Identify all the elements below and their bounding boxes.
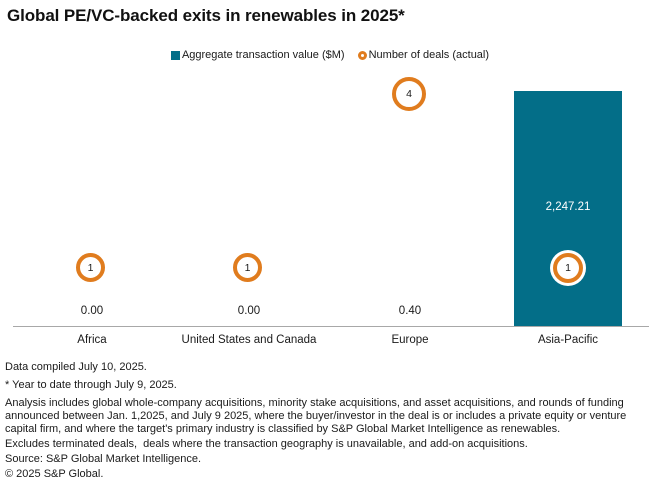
bar-value-label-asia-pacific: 2,247.21 (545, 201, 591, 213)
teal-square-icon (170, 50, 180, 60)
deals-count-africa: 1 (87, 261, 94, 274)
bar-asia-pacific (514, 91, 622, 326)
deals-bubble-asia-pacific: 1 (553, 253, 583, 283)
deals-bubble-us-canada: 1 (233, 253, 262, 282)
category-label-asia-pacific: Asia-Pacific (537, 334, 599, 346)
legend-item-number-of-deals: Number of deals (actual) (357, 49, 490, 61)
footnote-data-compiled: Data compiled July 10, 2025. (5, 361, 147, 373)
chart-title: Global PE/VC-backed exits in renewables … (7, 6, 405, 25)
footnote-excludes: Excludes terminated deals, deals where t… (5, 438, 528, 450)
legend-item-aggregate-value: Aggregate transaction value ($M) (170, 49, 345, 61)
orange-ring-icon (357, 50, 367, 60)
legend: Aggregate transaction value ($M) Number … (0, 49, 660, 61)
deals-bubble-europe: 4 (392, 77, 426, 111)
bar-value-label-us-canada: 0.00 (237, 305, 261, 317)
deals-count-us-canada: 1 (244, 261, 251, 274)
bar-value-label-africa: 0.00 (80, 305, 104, 317)
deals-count-asia-pacific: 1 (565, 262, 571, 274)
category-label-us-canada: United States and Canada (181, 334, 317, 346)
deals-bubble-africa: 1 (76, 253, 105, 282)
deals-count-europe: 4 (406, 88, 412, 100)
footnote-analysis: Analysis includes global whole-company a… (5, 397, 630, 435)
footnote-year-to-date: * Year to date through July 9, 2025. (5, 379, 177, 391)
bar-value-label-europe: 0.40 (398, 305, 422, 317)
footnote-source: Source: S&P Global Market Intelligence. (5, 453, 202, 465)
legend-label-aggregate-value: Aggregate transaction value ($M) (181, 49, 345, 61)
footnote-copyright: © 2025 S&P Global. (5, 468, 104, 480)
x-axis-line (13, 326, 649, 327)
footnotes: Data compiled July 10, 2025. * Year to d… (5, 361, 660, 483)
category-label-europe: Europe (391, 334, 429, 346)
category-label-africa: Africa (77, 334, 107, 346)
legend-label-number-of-deals: Number of deals (actual) (368, 49, 490, 61)
